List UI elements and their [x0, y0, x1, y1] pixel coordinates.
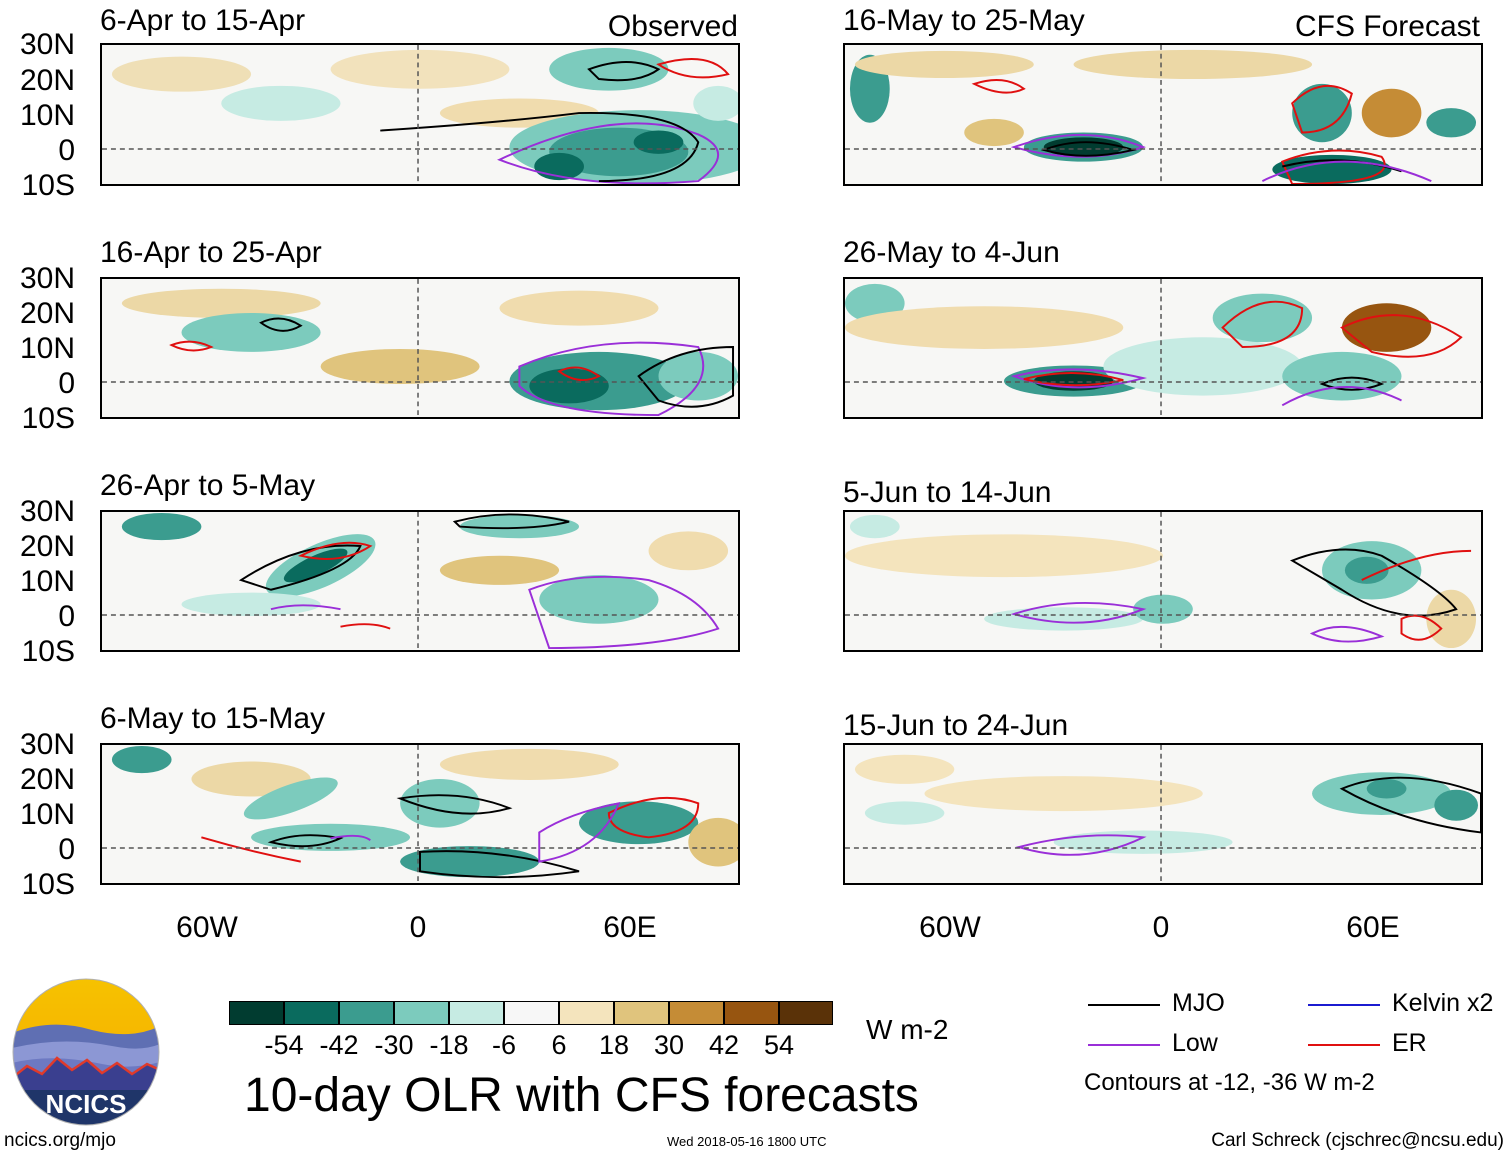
colorbar-label: 54	[763, 1030, 795, 1060]
legend-line-mjo	[1088, 1004, 1160, 1006]
observed-label: Observed	[607, 10, 738, 43]
colorbar-swatch	[559, 1001, 614, 1025]
legend-line-er	[1308, 1044, 1380, 1046]
forecast-label: CFS Forecast	[1294, 10, 1480, 43]
olr-map-panel	[843, 277, 1483, 419]
lon-label: 60W	[176, 911, 238, 944]
panel-title: 6-May to 15-May	[100, 702, 326, 735]
colorbar-swatch	[449, 1001, 504, 1025]
colorbar-label: -6	[491, 1030, 516, 1060]
logo-text: NCICS	[46, 1089, 127, 1119]
chart-title: 10-day OLR with CFS forecasts	[244, 1069, 919, 1122]
lon-label: 60W	[919, 911, 981, 944]
colorbar-label: 18	[598, 1030, 630, 1060]
lat-label: 10S	[21, 402, 75, 435]
lat-label: 20N	[19, 64, 75, 97]
panel-title: 16-May to 25-May	[843, 4, 1085, 37]
panel-title: 15-Jun to 24-Jun	[843, 709, 1069, 742]
colorbar-label: -18	[429, 1030, 469, 1060]
olr-map-panel	[100, 510, 740, 652]
ncics-logo: NCICS	[12, 978, 160, 1126]
lat-label: 10N	[19, 332, 75, 365]
lon-label: 0	[1152, 911, 1170, 944]
colorbar-swatch	[724, 1001, 779, 1025]
legend-label-mjo: MJO	[1172, 989, 1225, 1017]
lon-label: 60E	[1346, 911, 1400, 944]
footer-credit: Carl Schreck (cjschrec@ncsu.edu)	[1211, 1130, 1504, 1151]
lat-label: 20N	[19, 297, 75, 330]
lat-label: 10N	[19, 565, 75, 598]
panel-title: 26-Apr to 5-May	[100, 469, 316, 502]
lat-label: 0	[58, 833, 75, 866]
olr-map-panel	[100, 277, 740, 419]
colorbar-swatch	[394, 1001, 449, 1025]
legend-line-low	[1088, 1044, 1160, 1046]
olr-map-panel	[843, 43, 1483, 186]
lat-label: 30N	[19, 495, 75, 528]
footer-url: ncics.org/mjo	[4, 1130, 116, 1151]
legend-label-kelvin: Kelvin x2	[1392, 989, 1494, 1017]
colorbar-swatch	[229, 1001, 284, 1025]
colorbar-unit: W m-2	[866, 1014, 949, 1045]
lat-label: 20N	[19, 530, 75, 563]
lat-label: 0	[58, 134, 75, 167]
colorbar-swatch	[669, 1001, 724, 1025]
legend-note: Contours at -12, -36 W m-2	[1084, 1069, 1375, 1096]
colorbar-label: 42	[708, 1030, 740, 1060]
lat-label: 10N	[19, 99, 75, 132]
lat-label: 30N	[19, 728, 75, 761]
panel-title: 16-Apr to 25-Apr	[100, 236, 322, 269]
colorbar-label: -30	[374, 1030, 414, 1060]
lat-label: 10N	[19, 798, 75, 831]
panel-title: 6-Apr to 15-Apr	[100, 4, 306, 37]
colorbar-swatch	[779, 1001, 833, 1025]
olr-map-panel	[100, 43, 740, 186]
colorbar-label: 6	[551, 1030, 567, 1060]
lat-label: 10S	[21, 169, 75, 202]
colorbar-label: 30	[653, 1030, 685, 1060]
olr-map-panel	[100, 743, 740, 885]
lat-label: 0	[58, 600, 75, 633]
colorbar-label: -42	[319, 1030, 359, 1060]
colorbar-swatch	[284, 1001, 339, 1025]
legend-line-kelvin	[1308, 1004, 1380, 1006]
legend-label-low: Low	[1172, 1029, 1218, 1057]
colorbar-swatch	[614, 1001, 669, 1025]
colorbar-swatch	[339, 1001, 394, 1025]
olr-map-panel	[843, 510, 1483, 652]
lon-label: 60E	[603, 911, 657, 944]
colorbar-swatch	[504, 1001, 559, 1025]
lat-label: 30N	[19, 262, 75, 295]
lat-label: 20N	[19, 763, 75, 796]
panel-title: 5-Jun to 14-Jun	[843, 476, 1052, 509]
lat-label: 30N	[19, 28, 75, 61]
olr-map-panel	[843, 743, 1483, 885]
lat-label: 0	[58, 367, 75, 400]
lat-label: 10S	[21, 635, 75, 668]
lat-label: 10S	[21, 868, 75, 901]
footer-timestamp: Wed 2018-05-16 1800 UTC	[667, 1134, 827, 1149]
colorbar-label: -54	[264, 1030, 304, 1060]
panel-title: 26-May to 4-Jun	[843, 236, 1060, 269]
legend-label-er: ER	[1392, 1029, 1427, 1057]
lon-label: 0	[409, 911, 427, 944]
